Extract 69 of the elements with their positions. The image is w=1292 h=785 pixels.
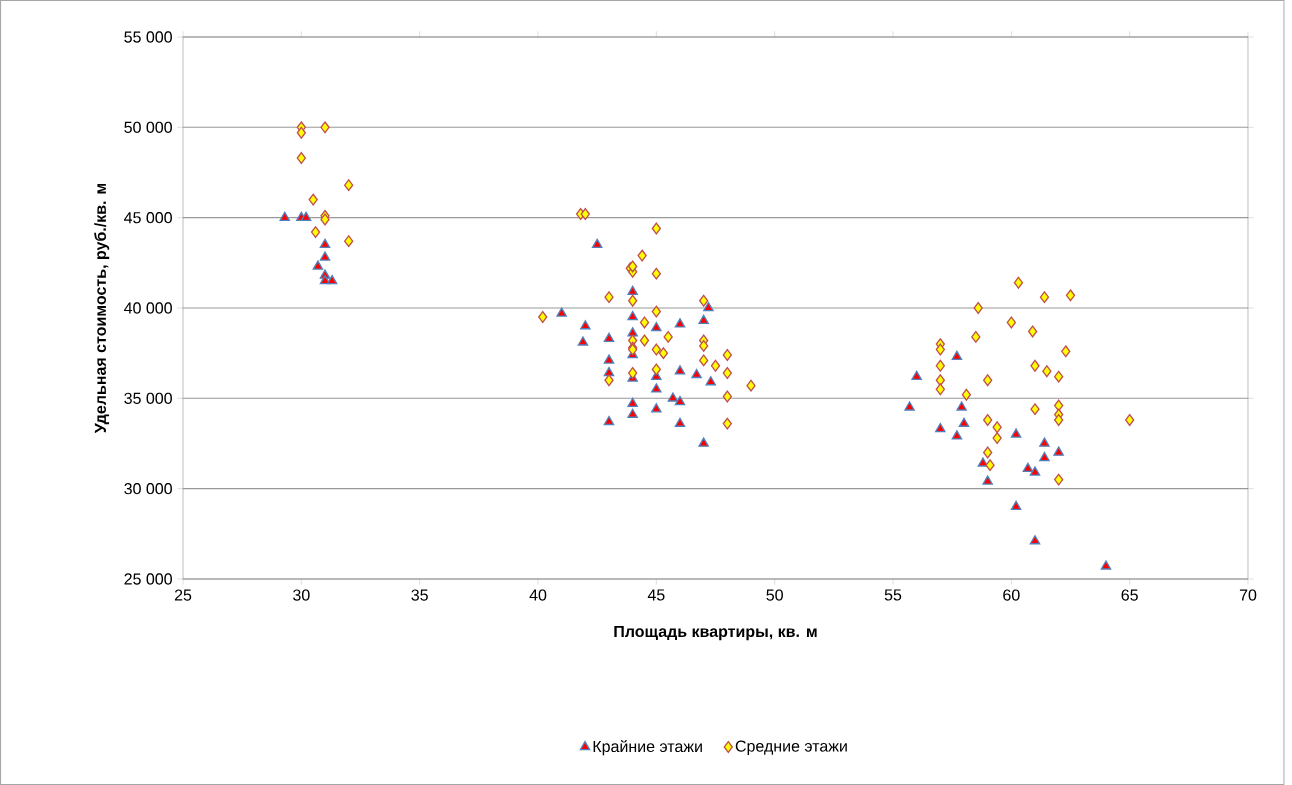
point [674, 318, 686, 328]
point [667, 392, 679, 402]
point [1029, 535, 1041, 545]
point [956, 401, 967, 411]
point [591, 238, 603, 249]
point [603, 367, 615, 377]
point [698, 437, 709, 447]
y-axis-title: Удельная стоимость, руб./кв. м [94, 183, 110, 434]
point [691, 368, 702, 379]
point [319, 251, 331, 261]
point [982, 475, 993, 485]
point [312, 260, 324, 270]
point [958, 417, 970, 427]
point [674, 395, 686, 406]
point [627, 408, 638, 418]
x-tick-label: 45 [647, 589, 665, 601]
point [651, 321, 662, 332]
point [1100, 560, 1112, 570]
point [319, 238, 331, 249]
x-tick-label: 60 [1003, 589, 1020, 601]
point [935, 423, 946, 433]
point [1029, 466, 1041, 476]
legend-label: Средние этажи [735, 740, 847, 755]
x-tick-label: 30 [293, 589, 310, 601]
point [705, 376, 717, 386]
point [603, 415, 615, 426]
y-tick-label: 50 000 [124, 121, 172, 133]
point [1039, 437, 1050, 447]
y-tick-label: 40 000 [124, 302, 172, 314]
point [911, 370, 922, 380]
point [603, 354, 615, 364]
point [904, 401, 915, 411]
point [627, 397, 638, 408]
point [627, 311, 638, 321]
legend-label: Крайние этажи [593, 740, 702, 756]
x-tick-label: 65 [1121, 589, 1138, 601]
point [556, 307, 567, 317]
point [627, 327, 638, 337]
point [1010, 428, 1022, 438]
point [674, 365, 686, 375]
y-tick-label: 25 000 [124, 573, 172, 585]
x-tick-label: 50 [766, 589, 783, 601]
point [1039, 451, 1050, 462]
point [577, 336, 589, 346]
point [300, 211, 312, 221]
y-tick-label: 45 000 [124, 212, 172, 224]
y-tick-label: 35 000 [124, 392, 172, 404]
point [651, 403, 662, 413]
x-tick-label: 55 [884, 589, 902, 601]
x-tick-label: 40 [529, 589, 547, 601]
point [580, 320, 591, 330]
point [603, 332, 615, 343]
point [951, 350, 963, 361]
point [279, 211, 291, 221]
x-axis-title: Площадь квартиры, кв. м [614, 625, 817, 641]
point [951, 430, 963, 440]
point [627, 285, 638, 296]
x-tick-label: 25 [174, 589, 192, 601]
x-tick-label: 70 [1239, 589, 1257, 601]
point [1010, 500, 1022, 511]
point [674, 417, 686, 427]
point [1022, 462, 1034, 473]
point [651, 383, 662, 393]
point [326, 274, 338, 285]
point [698, 314, 709, 324]
point [1053, 446, 1064, 456]
y-tick-label: 30 000 [124, 483, 172, 495]
y-tick-label: 55 000 [124, 31, 172, 43]
x-tick-label: 35 [411, 589, 428, 601]
